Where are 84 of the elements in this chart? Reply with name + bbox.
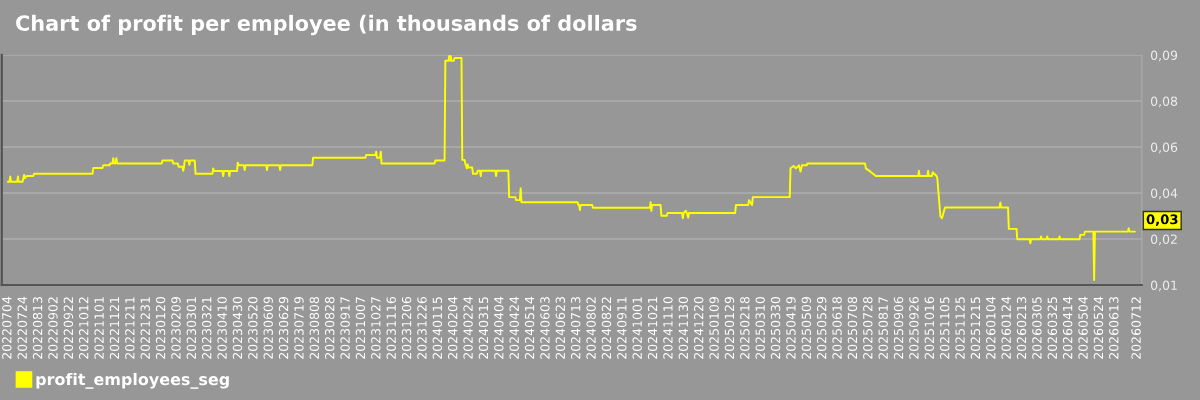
chart-title: Chart of profit per employee (in thousands of dollars (16, 14, 637, 36)
x-tick-label: 20250618 (832, 296, 842, 359)
x-tick-label: 20231027 (371, 297, 381, 359)
x-tick-label: 20240404 (494, 296, 504, 359)
x-tick-label: 20260305 (1032, 297, 1042, 359)
x-tick-label: 20231206 (401, 296, 412, 359)
y-tick-label: 0,04 (1150, 188, 1178, 200)
y-tick-label: 0,09 (1150, 50, 1178, 62)
x-tick-label: 20250129 (724, 296, 735, 359)
x-tick-label: 20250926 (909, 296, 919, 359)
x-tick-label: 20241110 (663, 296, 673, 359)
x-tick-label: 20220704 (2, 296, 12, 359)
x-tick-label: 20250529 (816, 296, 827, 359)
x-tick-label: 20260414 (1062, 296, 1073, 359)
x-tick-label: 20240424 (509, 296, 519, 359)
x-tick-label: 20230629 (278, 296, 289, 359)
x-tick-label: 20251016 (924, 296, 935, 359)
x-tick-label: 20231116 (386, 296, 396, 359)
x-tick-label: 20220724 (17, 296, 27, 359)
x-tick-label: 20240713 (570, 297, 581, 359)
x-tick-label: 20230828 (324, 296, 335, 359)
x-tick-label: 20221101 (94, 297, 104, 359)
x-tick-label: 20240822 (601, 297, 612, 359)
x-tick-label: 20230520 (248, 296, 258, 359)
x-tick-label: 20240224 (463, 296, 473, 359)
x-tick-label: 20241220 (693, 296, 704, 359)
x-tick-label: 20220902 (48, 297, 58, 359)
x-tick-label: 20221121 (109, 297, 120, 359)
x-tick-label: 20240603 (540, 297, 550, 359)
x-tick-label: 20230120 (155, 296, 166, 359)
x-tick-label: 20260524 (1093, 296, 1104, 359)
x-tick-label: 20240623 (555, 297, 566, 359)
x-tick-label: 20260104 (986, 296, 996, 359)
x-tick-label: 20230321 (201, 297, 212, 359)
x-tick-label: 20240204 (447, 296, 458, 359)
x-tick-label: 20251105 (939, 297, 950, 359)
x-tick-label: 20241130 (678, 296, 689, 359)
x-tick-label: 20230609 (263, 296, 273, 359)
x-tick-label: 20240911 (617, 297, 627, 359)
x-tick-label: 20240514 (524, 296, 535, 359)
x-tick-label: 20241001 (632, 297, 642, 359)
x-tick-label: 20251215 (970, 297, 981, 359)
x-tick-label: 20230301 (186, 297, 197, 359)
x-tick-label: 20260124 (1001, 296, 1011, 359)
x-tick-label: 20250817 (878, 297, 888, 359)
x-tick-label: 20250330 (770, 296, 781, 359)
x-tick-label: 20230410 (217, 296, 227, 359)
y-tick-label: 0,01 (1150, 280, 1177, 292)
x-tick-label: 20250419 (786, 296, 796, 359)
x-tick-label: 20250509 (801, 296, 812, 359)
x-tick-label: 20220922 (63, 297, 74, 359)
x-tick-label: 20231226 (417, 296, 427, 359)
x-tick-label: 20221211 (125, 297, 135, 359)
x-tick-label: 20221231 (140, 297, 150, 359)
x-tick-label: 20250218 (740, 296, 750, 359)
x-tick-label: 20230209 (171, 296, 181, 359)
annotation: 0,03 (1146, 214, 1178, 227)
x-tick-label: 20260213 (1016, 297, 1027, 359)
x-tick-label: 20220813 (32, 297, 43, 359)
x-tick-label: 20230719 (294, 296, 304, 359)
x-tick-label: 20230430 (232, 296, 243, 359)
x-tick-label: 20260325 (1047, 297, 1058, 359)
y-tick-label: 0,06 (1150, 142, 1178, 154)
y-tick-label: 0,08 (1150, 96, 1178, 108)
x-tick-label: 20260613 (1109, 297, 1119, 359)
legend-label: profit_employees_seg (36, 372, 229, 389)
x-tick-label: 20260504 (1078, 296, 1088, 359)
x-tick-label: 20241021 (647, 297, 658, 359)
y-tick-label: 0,02 (1150, 234, 1177, 246)
x-tick-label: 20240802 (586, 297, 596, 359)
line-series (6, 55, 1136, 282)
x-tick-label: 20250906 (893, 296, 904, 359)
x-tick-label: 20250728 (863, 296, 873, 359)
x-tick-label: 20240115 (432, 297, 443, 359)
x-tick-label: 20251125 (955, 297, 965, 359)
x-tick-label: 20230808 (309, 296, 320, 359)
x-tick-label: 20250109 (709, 296, 719, 359)
x-tick-label: 20231007 (355, 297, 366, 359)
x-tick-label: 20230917 (340, 297, 350, 359)
x-tick-label: 20260712 (1131, 297, 1141, 359)
x-tick-label: 20250310 (755, 296, 765, 359)
x-tick-label: 20240315 (478, 297, 489, 359)
x-tick-label: 20221012 (78, 297, 89, 359)
x-tick-label: 20250708 (847, 296, 858, 359)
